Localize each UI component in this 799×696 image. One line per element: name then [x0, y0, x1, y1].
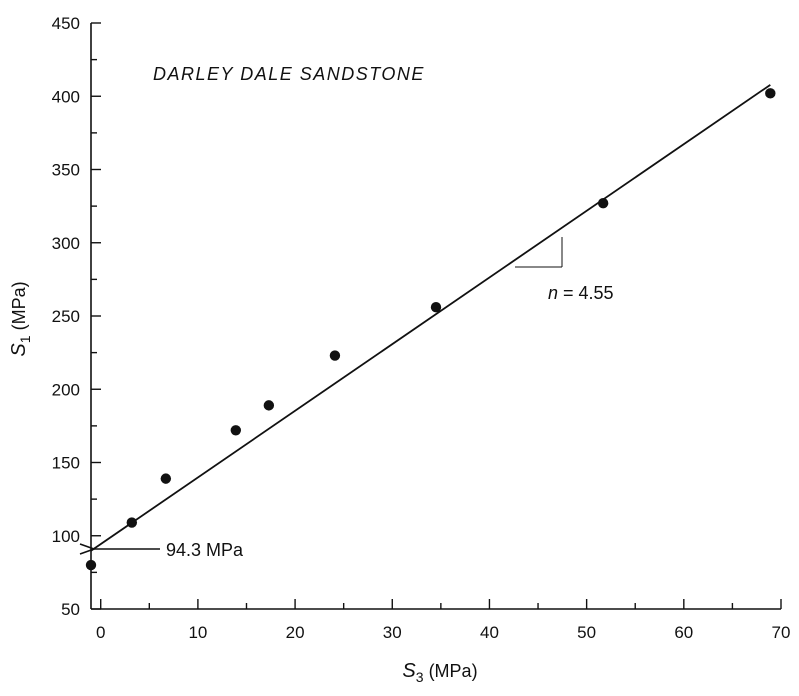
y-axis-label: S1 (MPa) — [8, 281, 33, 356]
chart-title: DARLEY DALE SANDSTONE — [153, 64, 425, 84]
intercept-label: 94.3 MPa — [166, 540, 244, 560]
data-point — [765, 88, 776, 99]
slope-label-var: n — [548, 283, 558, 303]
y-tick-label: 150 — [52, 454, 80, 473]
data-point — [329, 350, 341, 361]
slope-label-value: = 4.55 — [558, 283, 614, 303]
data-point — [85, 559, 97, 571]
y-axis-label-unit: (MPa) — [9, 281, 29, 335]
x-tick-label: 0 — [96, 623, 105, 642]
x-tick-label: 10 — [188, 623, 207, 642]
x-tick-label: 20 — [286, 623, 305, 642]
x-tick-label: 60 — [674, 623, 693, 642]
data-point — [597, 197, 609, 209]
x-ticks: 0 10 20 30 40 50 60 70 — [96, 599, 790, 642]
data-point — [126, 517, 138, 528]
x-axis-label-unit: (MPa) — [424, 661, 478, 681]
y-tick-label: 250 — [52, 307, 80, 326]
x-axis-label-subscript: 3 — [416, 669, 424, 685]
y-tick-label: 100 — [52, 527, 80, 546]
x-tick-label: 40 — [480, 623, 499, 642]
fit-line — [90, 84, 771, 552]
y-axis-label-symbol: S — [8, 343, 30, 357]
x-axis-label: S3 (MPa) — [402, 660, 477, 685]
data-point — [230, 425, 242, 436]
data-point — [263, 400, 275, 411]
x-axis-label-symbol: S — [402, 660, 416, 682]
intercept-annotation: 94.3 MPa — [94, 540, 244, 560]
x-tick-label: 30 — [383, 623, 402, 642]
y-tick-label: 400 — [52, 87, 80, 106]
y-tick-label: 50 — [61, 600, 80, 619]
data-points — [85, 88, 776, 571]
x-tick-label: 50 — [577, 623, 596, 642]
data-point — [160, 473, 172, 484]
plot-frame — [90, 23, 781, 610]
y-tick-label: 350 — [52, 161, 80, 180]
x-tick-label: 70 — [772, 623, 791, 642]
slope-label: n = 4.55 — [548, 283, 614, 303]
data-point — [430, 302, 442, 313]
y-tick-label: 300 — [52, 234, 80, 253]
slope-indicator: n = 4.55 — [515, 237, 614, 303]
y-ticks: 50 100 150 200 250 300 350 400 450 — [52, 14, 101, 619]
y-tick-label: 450 — [52, 14, 80, 33]
y-axis-label-subscript: 1 — [17, 335, 33, 343]
y-tick-label: 200 — [52, 380, 80, 399]
